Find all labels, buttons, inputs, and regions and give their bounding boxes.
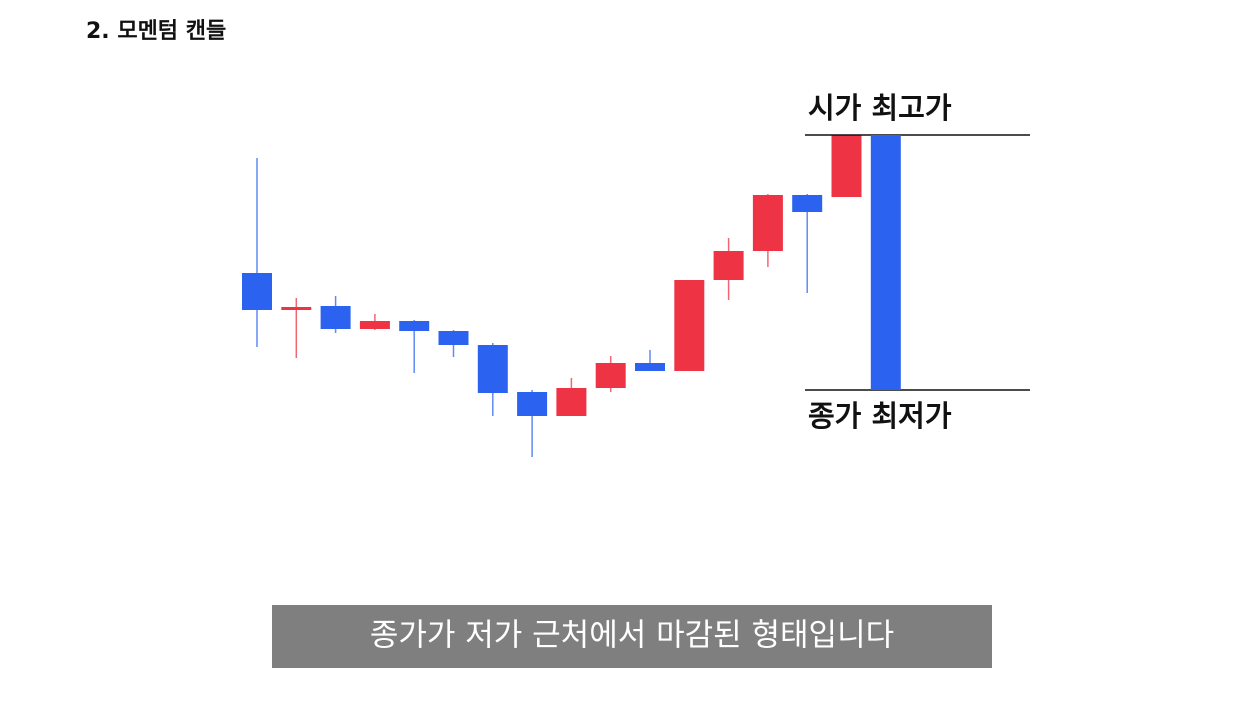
candle-body xyxy=(792,195,823,212)
candle-body xyxy=(713,251,744,280)
annotation: 시가 최고가 xyxy=(808,91,952,125)
candle-body xyxy=(752,195,783,251)
candle-body xyxy=(281,307,312,310)
candle-body xyxy=(438,331,469,345)
candle-body xyxy=(359,321,390,329)
caption-box xyxy=(272,605,992,668)
candle-body xyxy=(399,321,430,331)
caption: 종가가 저가 근처에서 마감된 형태입니다 xyxy=(370,618,894,654)
candle-body xyxy=(517,392,548,416)
chart-title: 2. 모멘텀 캔들 xyxy=(86,19,226,44)
candle-body xyxy=(556,388,587,416)
candle-body xyxy=(870,135,901,390)
candle-body xyxy=(320,306,351,329)
candle-body xyxy=(242,273,272,310)
candle-body xyxy=(595,363,626,388)
annotation: 종가 최저가 xyxy=(808,399,952,433)
candle-body xyxy=(831,135,862,197)
candle-body xyxy=(635,363,665,371)
candle-body xyxy=(477,345,508,393)
candle-body xyxy=(674,280,705,371)
